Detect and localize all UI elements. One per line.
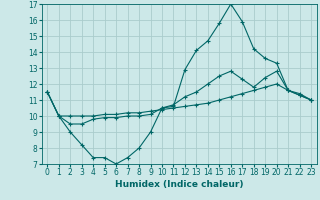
X-axis label: Humidex (Indice chaleur): Humidex (Indice chaleur) (115, 180, 244, 189)
